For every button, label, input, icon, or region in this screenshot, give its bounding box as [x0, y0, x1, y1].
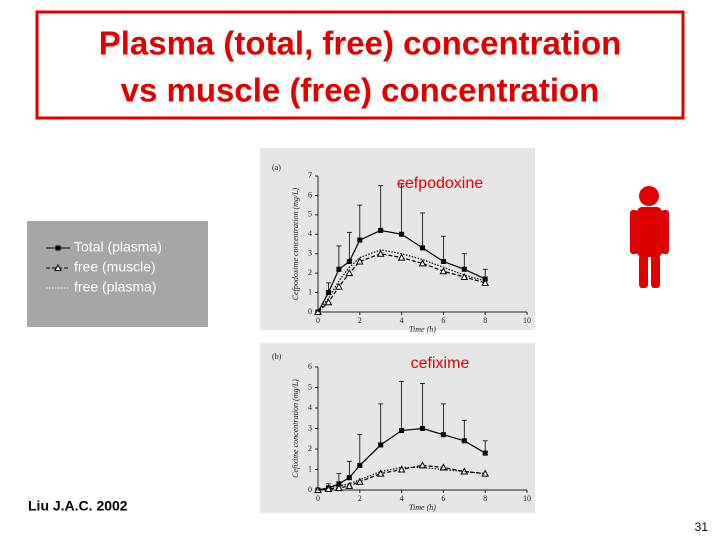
x-tick-label: 8	[483, 494, 487, 503]
series-line	[317, 466, 486, 491]
legend-marker	[55, 245, 61, 251]
chart-panel	[260, 343, 535, 513]
marker	[420, 426, 425, 431]
marker	[346, 475, 352, 481]
y-tick-label: 2	[308, 268, 312, 277]
legend-label: free (plasma)	[74, 279, 156, 295]
marker	[336, 481, 342, 487]
annotation: cefixime	[411, 355, 470, 372]
y-tick-label: 0	[308, 307, 312, 316]
x-tick-label: 0	[316, 316, 320, 325]
marker	[376, 469, 385, 477]
legend-box	[27, 221, 208, 327]
x-tick-label: 2	[358, 316, 362, 325]
y-tick-label: 3	[308, 249, 312, 258]
title-line: Plasma (total, free) concentration	[99, 25, 622, 62]
marker	[376, 249, 385, 257]
y-tick-label: 4	[308, 229, 312, 238]
y-tick-label: 5	[308, 382, 312, 391]
marker	[482, 450, 488, 456]
y-tick-label: 0	[308, 485, 312, 494]
legend-label: Total (plasma)	[74, 239, 162, 255]
marker	[399, 428, 405, 434]
legend-label: free (muscle)	[74, 259, 156, 275]
marker	[357, 237, 363, 243]
marker	[397, 253, 406, 261]
x-tick-label: 10	[523, 316, 531, 325]
x-tick-label: 4	[400, 494, 404, 503]
y-tick-label: 4	[308, 403, 312, 412]
marker	[357, 462, 363, 468]
x-tick-label: 8	[483, 316, 487, 325]
annotation: cefpodoxine	[397, 175, 483, 192]
x-tick-label: 6	[441, 316, 445, 325]
marker	[418, 259, 427, 267]
marker	[439, 267, 448, 275]
x-tick-label: 10	[523, 494, 531, 503]
y-tick-label: 2	[308, 444, 312, 453]
marker	[440, 258, 446, 264]
marker	[460, 272, 469, 281]
marker	[324, 298, 333, 306]
marker	[345, 269, 354, 277]
title-box	[35, 10, 685, 120]
legend-marker	[54, 263, 62, 271]
y-tick-label: 6	[308, 362, 312, 371]
y-axis-title: Cefixime concentration (mg/L)	[291, 379, 300, 478]
series-line	[317, 249, 486, 313]
page-number: 31	[695, 520, 709, 534]
marker	[418, 461, 427, 469]
marker	[325, 290, 331, 296]
marker	[461, 266, 467, 272]
marker	[481, 278, 490, 286]
y-axis-title: Cefpodoxime concentration (mg/L)	[291, 187, 300, 300]
panel-label: (b)	[272, 352, 282, 361]
marker	[397, 465, 406, 473]
marker	[420, 245, 425, 251]
marker	[355, 257, 364, 265]
person-icon	[630, 186, 669, 288]
marker	[378, 442, 384, 448]
series-line	[317, 253, 486, 313]
x-tick-label: 0	[316, 494, 320, 503]
marker	[336, 266, 342, 272]
marker	[355, 477, 364, 485]
x-axis-title: Time (h)	[409, 325, 436, 334]
panel-label: (a)	[272, 163, 281, 172]
title-line: vs muscle (free) concentration	[121, 72, 600, 109]
y-tick-label: 3	[308, 423, 312, 432]
marker	[335, 483, 343, 491]
marker	[440, 432, 446, 438]
y-tick-label: 1	[308, 287, 312, 296]
citation: Liu J.A.C. 2002	[28, 498, 128, 514]
marker	[399, 231, 405, 237]
y-tick-label: 7	[308, 171, 312, 180]
marker	[345, 481, 354, 489]
x-tick-label: 6	[441, 494, 445, 503]
marker	[335, 282, 343, 290]
y-tick-label: 1	[308, 464, 312, 473]
marker	[378, 227, 384, 233]
x-tick-label: 2	[358, 494, 362, 503]
x-tick-label: 4	[400, 316, 404, 325]
x-axis-title: Time (h)	[409, 503, 436, 512]
marker	[461, 438, 467, 444]
y-tick-label: 6	[308, 190, 312, 199]
chart-panel	[260, 148, 535, 330]
y-tick-label: 5	[308, 210, 312, 219]
marker	[439, 463, 448, 471]
marker	[346, 258, 352, 264]
